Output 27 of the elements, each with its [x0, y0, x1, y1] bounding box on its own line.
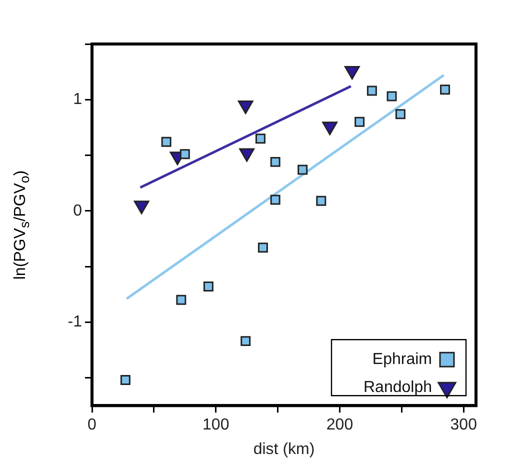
legend-label: Ephraim	[372, 351, 432, 368]
y-tick-label: 1	[73, 91, 82, 108]
y-tick-label: -1	[68, 314, 82, 331]
point	[270, 156, 280, 167]
point	[255, 134, 266, 144]
point	[440, 84, 450, 95]
point	[395, 109, 406, 120]
x-tick-label: 300	[450, 416, 478, 434]
point	[316, 196, 326, 206]
point	[366, 86, 377, 96]
point	[161, 136, 172, 147]
x-axis-title: dist (km)	[253, 440, 315, 458]
legend-label: Randolph	[364, 379, 432, 396]
point	[176, 294, 186, 305]
point	[258, 242, 268, 253]
point	[354, 116, 365, 127]
point	[298, 164, 308, 175]
point	[180, 149, 190, 160]
point	[120, 375, 130, 386]
x-tick-label: 100	[202, 416, 230, 434]
x-tick-label: 0	[88, 416, 97, 434]
point	[270, 194, 280, 205]
point	[386, 91, 397, 102]
x-tick-label: 200	[326, 416, 354, 434]
point	[240, 336, 251, 346]
point	[203, 282, 214, 292]
y-tick-label: 0	[73, 202, 82, 220]
